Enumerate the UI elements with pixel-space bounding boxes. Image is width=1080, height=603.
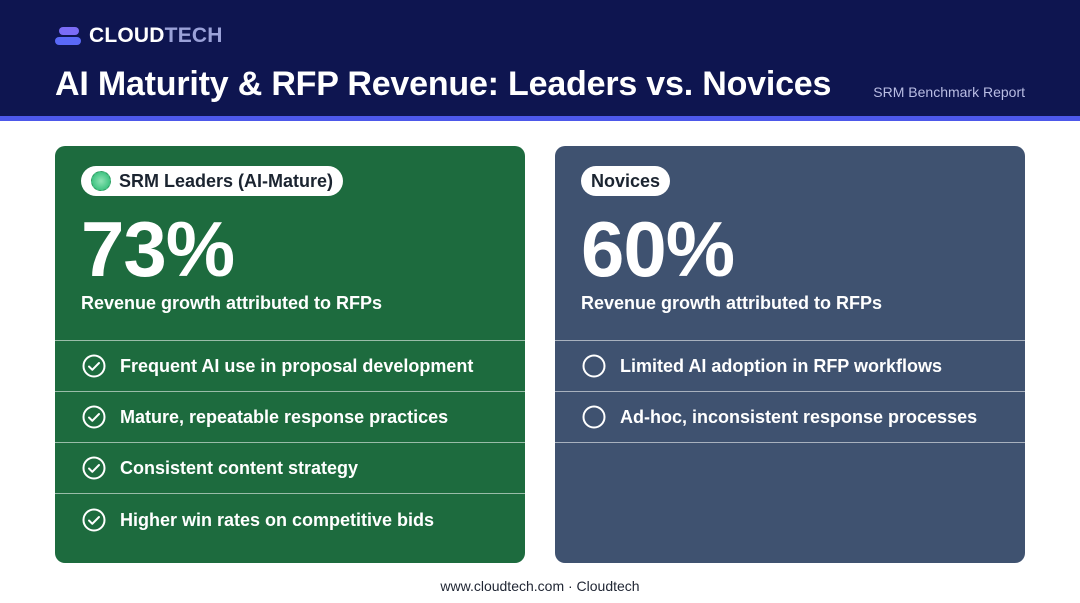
list-item-label: Frequent AI use in proposal development [120,356,474,376]
novices-list: Limited AI adoption in RFP workflows Ad-… [555,340,1025,443]
header-band [0,0,1080,116]
check-circle-icon [82,405,106,429]
list-item: Limited AI adoption in RFP workflows [555,341,1025,392]
check-circle-icon [82,508,106,531]
logo-wordmark: CLOUDTECH [89,24,223,47]
list-item: Frequent AI use in proposal development [55,341,525,392]
novices-pill: Novices [581,166,671,196]
leaders-subtitle: Revenue growth attributed to RFPs [81,293,383,313]
list-item: Higher win rates on competitive bids [55,494,525,545]
list-item: Ad-hoc, inconsistent response processes [555,392,1025,443]
leaders-value: 73% [81,205,235,293]
check-circle-icon [82,456,106,480]
report-tag: SRM Benchmark Report [873,84,1025,100]
list-item-label: Ad-hoc, inconsistent response processes [620,407,978,427]
empty-circle-icon [582,354,606,378]
page-title: AI Maturity & RFP Revenue: Leaders vs. N… [55,65,832,103]
check-circle-icon [82,354,106,378]
novices-subtitle: Revenue growth attributed to RFPs [581,293,883,313]
novices-card: Novices 60% Revenue growth attributed to… [555,146,1025,563]
empty-circle-icon [582,405,606,429]
leaders-pill-label: SRM Leaders (AI-Mature) [119,171,334,191]
list-item: Consistent content strategy [55,443,525,494]
cloudtech-logo: CLOUDTECH [55,22,223,50]
logo-mark-icon [55,25,81,47]
leaders-pill: SRM Leaders (AI-Mature) [81,166,344,196]
list-item-label: Consistent content strategy [120,458,359,478]
list-item-label: Mature, repeatable response practices [120,407,449,427]
leaders-list: Frequent AI use in proposal development … [55,340,525,545]
list-item-label: Limited AI adoption in RFP workflows [620,356,943,376]
novices-pill-label: Novices [591,171,661,191]
leaders-card: SRM Leaders (AI-Mature) 73% Revenue grow… [55,146,525,563]
leaders-badge-icon [91,171,111,191]
novices-value: 60% [581,205,735,293]
list-item: Mature, repeatable response practices [55,392,525,443]
header-accent-rule [0,116,1080,121]
footer-text: www.cloudtech.com · Cloudtech [440,578,640,594]
list-item-label: Higher win rates on competitive bids [120,509,435,530]
